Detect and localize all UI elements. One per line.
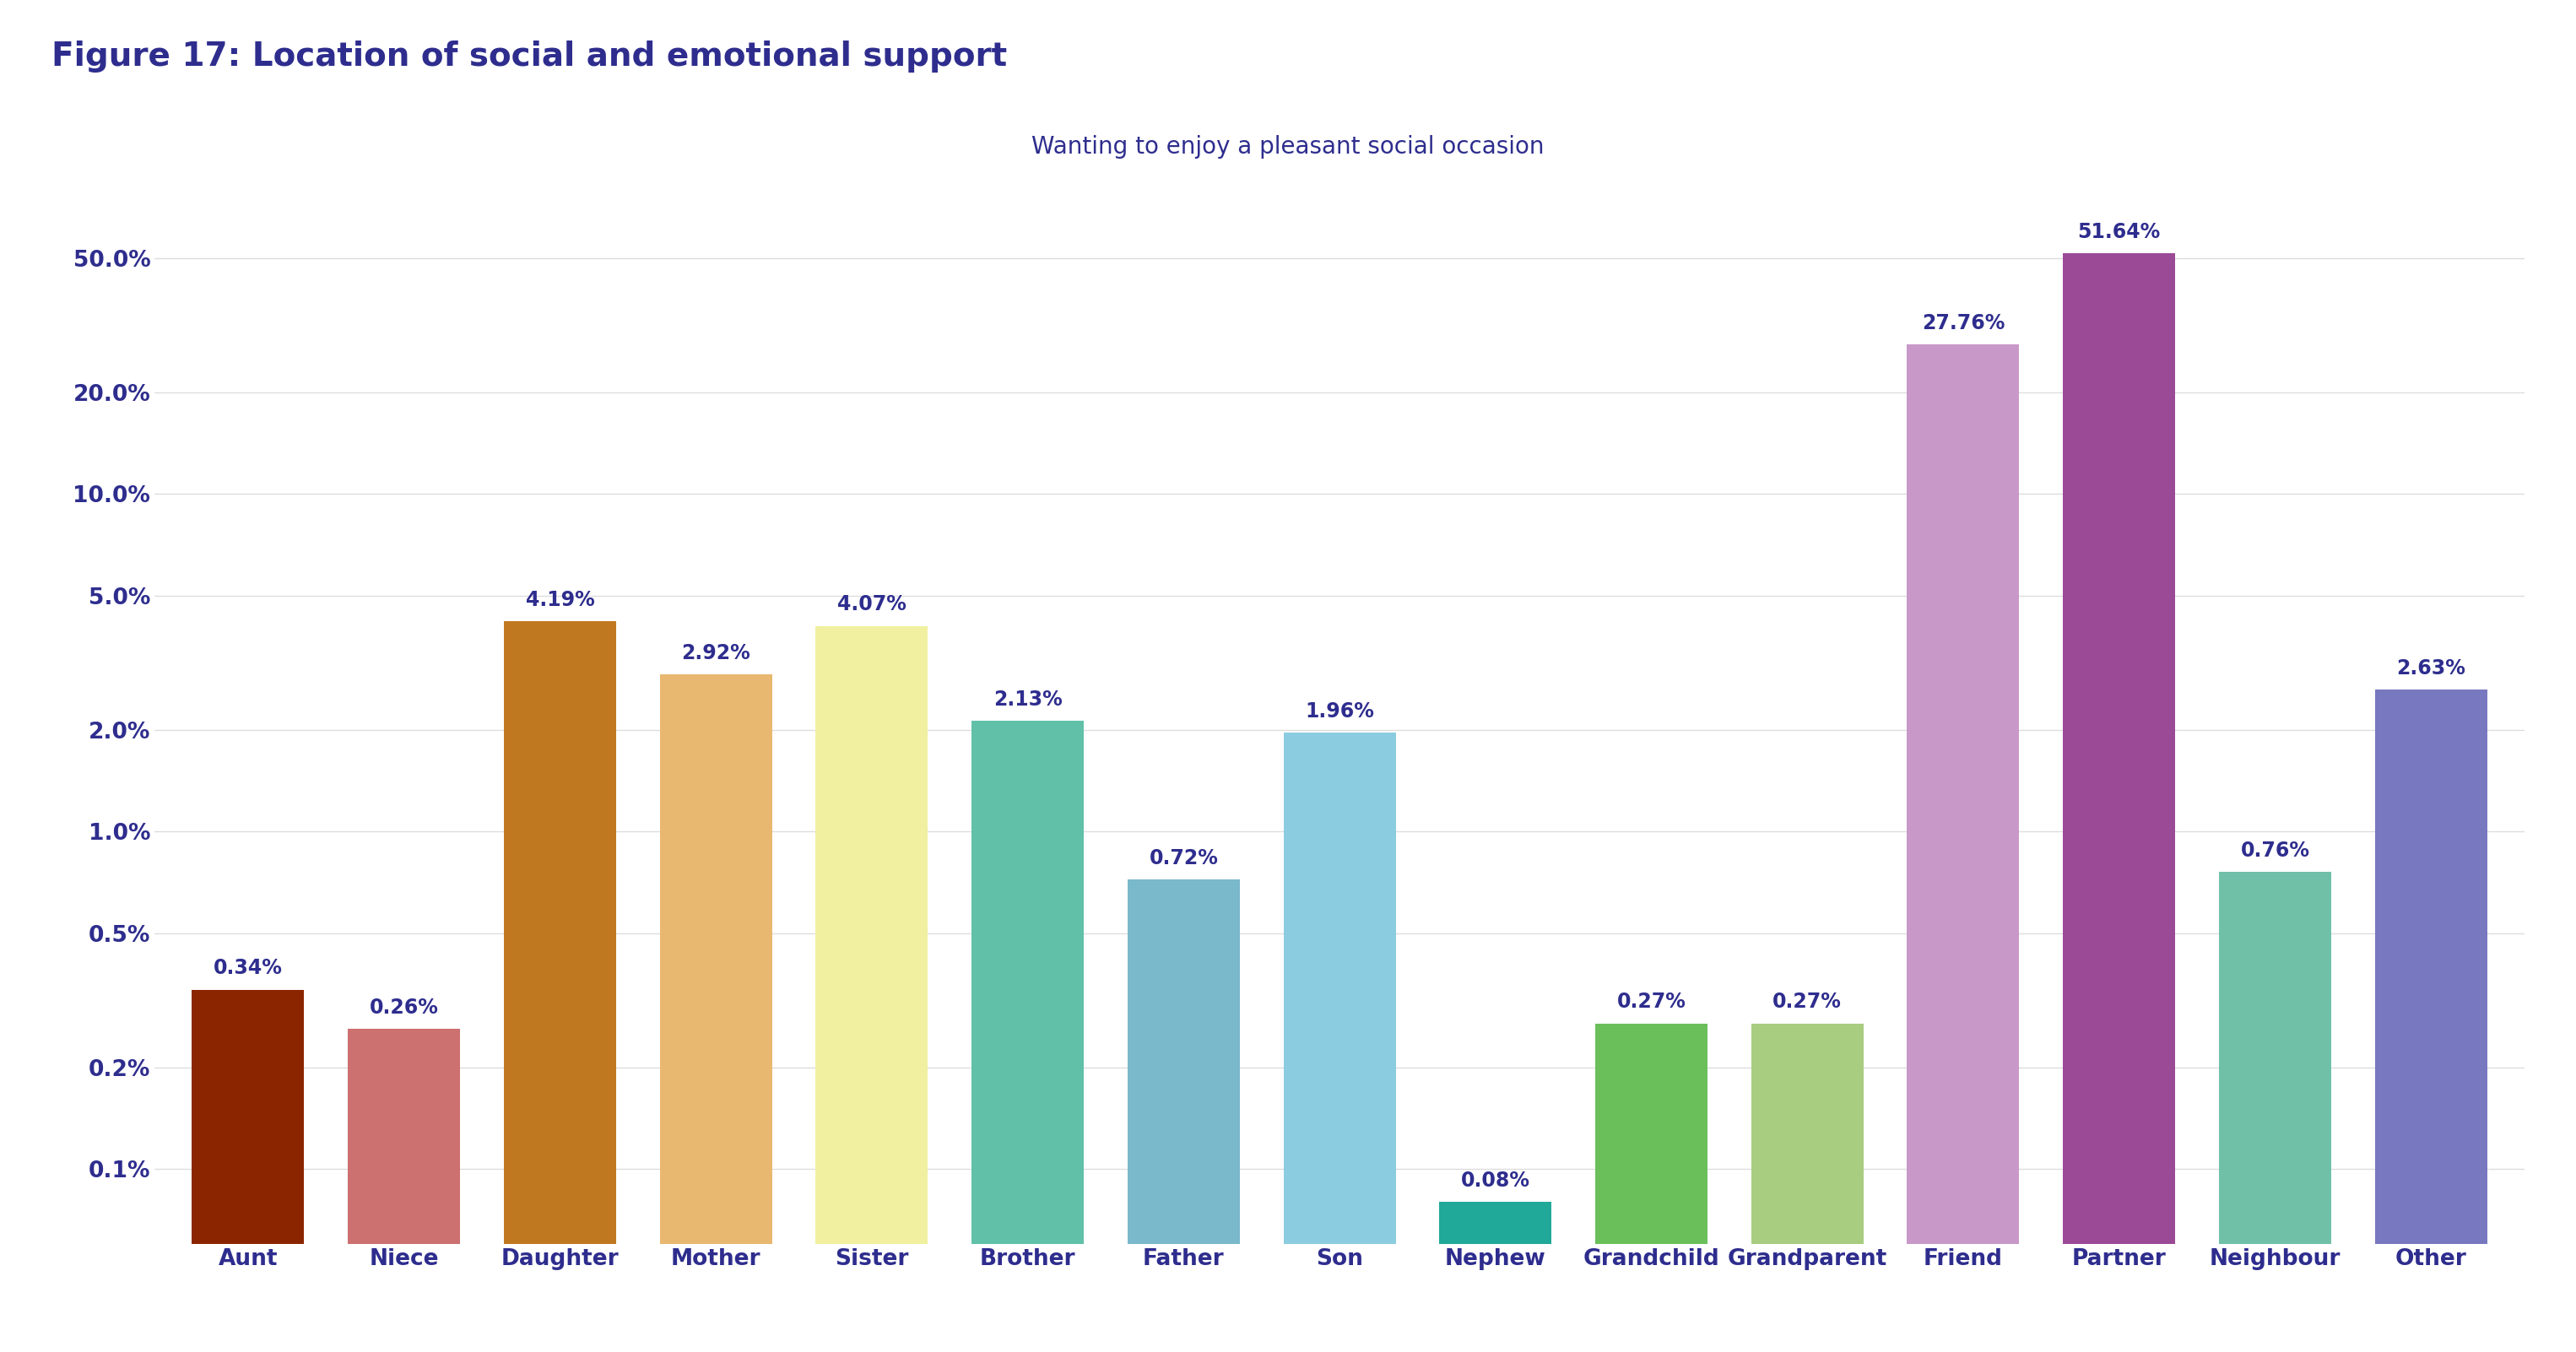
- Text: 0.27%: 0.27%: [1618, 992, 1685, 1013]
- Bar: [1283, 733, 1396, 1352]
- Text: 0.76%: 0.76%: [2241, 840, 2311, 860]
- Text: 4.19%: 4.19%: [526, 589, 595, 610]
- Text: 4.07%: 4.07%: [837, 595, 907, 615]
- Text: 2.92%: 2.92%: [683, 644, 750, 664]
- Text: 0.34%: 0.34%: [214, 959, 283, 979]
- Bar: [1906, 345, 2020, 1352]
- Bar: [817, 626, 927, 1352]
- Bar: [1128, 880, 1239, 1352]
- Bar: [659, 675, 773, 1352]
- Bar: [348, 1029, 461, 1352]
- Text: 0.26%: 0.26%: [368, 998, 438, 1018]
- Text: 51.64%: 51.64%: [2079, 222, 2161, 242]
- Text: 0.27%: 0.27%: [1772, 992, 1842, 1013]
- Bar: [1752, 1023, 1862, 1352]
- Text: 2.63%: 2.63%: [2396, 658, 2465, 679]
- Bar: [2063, 253, 2174, 1352]
- Bar: [2218, 872, 2331, 1352]
- Bar: [193, 990, 304, 1352]
- Bar: [1440, 1202, 1551, 1352]
- Text: 1.96%: 1.96%: [1306, 702, 1373, 722]
- Bar: [2375, 690, 2486, 1352]
- Bar: [505, 622, 616, 1352]
- Text: Figure 17: Location of social and emotional support: Figure 17: Location of social and emotio…: [52, 41, 1007, 73]
- Text: 0.08%: 0.08%: [1461, 1169, 1530, 1190]
- Text: 0.72%: 0.72%: [1149, 848, 1218, 868]
- Text: 27.76%: 27.76%: [1922, 312, 2004, 333]
- Text: Wanting to enjoy a pleasant social occasion: Wanting to enjoy a pleasant social occas…: [1030, 135, 1546, 158]
- Text: 2.13%: 2.13%: [994, 690, 1061, 710]
- Bar: [1595, 1023, 1708, 1352]
- Bar: [971, 721, 1084, 1352]
